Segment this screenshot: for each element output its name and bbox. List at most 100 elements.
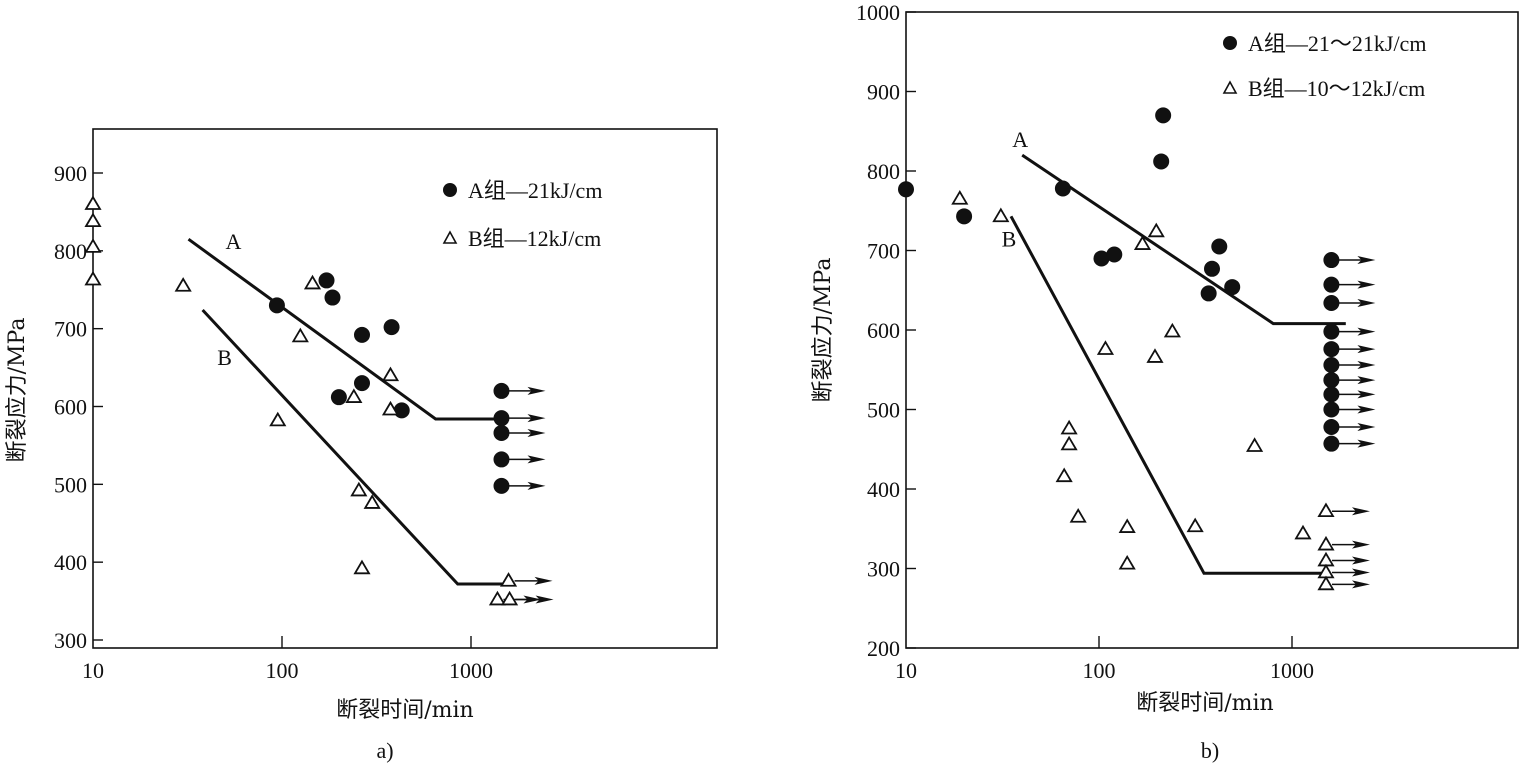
data-point-circle — [493, 410, 510, 427]
y-tick-label: 800 — [867, 159, 900, 184]
data-point-circle — [956, 208, 973, 225]
arrow-head-icon — [1351, 540, 1370, 549]
data-point-triangle — [1118, 554, 1136, 570]
arrow-head-icon — [1351, 507, 1370, 516]
x-tick-label: 1000 — [449, 658, 493, 683]
data-point-circle — [353, 375, 370, 392]
data-point-triangle — [951, 190, 969, 205]
arrow-head-icon — [527, 414, 546, 423]
fit-line-B — [1009, 215, 1326, 575]
data-point-circle — [353, 326, 370, 343]
arrow-head-icon — [1351, 556, 1370, 565]
y-axis-title-a: 断裂应力/MPa — [5, 318, 30, 463]
arrow-head-icon — [1357, 298, 1376, 307]
data-point-triangle — [499, 572, 518, 587]
fit-line-B — [201, 308, 505, 586]
x-tick-label: 10 — [895, 658, 917, 683]
legend-item: A组—21kJ/cm — [443, 178, 602, 203]
arrow-head-icon — [1357, 360, 1376, 369]
legend-triangle-icon — [1222, 80, 1238, 94]
data-point-triangle — [1317, 535, 1335, 551]
x-tick-label: 1000 — [1270, 658, 1314, 683]
arrow-head-icon — [1357, 376, 1376, 385]
y-tick-label: 400 — [867, 477, 900, 502]
arrow-head-icon — [1351, 580, 1370, 589]
data-point-triangle — [1294, 524, 1312, 540]
data-point-circle — [1323, 323, 1340, 340]
legend-label: A组—21kJ/cm — [468, 178, 602, 203]
data-point-circle — [493, 451, 510, 468]
data-point-circle — [1323, 252, 1340, 269]
y-tick-label: 500 — [867, 398, 900, 423]
panel-label-a: a) — [376, 738, 393, 763]
fit-line-label: B — [217, 345, 232, 370]
data-point-triangle — [1147, 222, 1165, 238]
x-ticks-a: 10 100 1000 — [82, 636, 493, 683]
data-point-triangle — [992, 207, 1010, 223]
x-ticks-b: 10 100 1000 — [895, 636, 1314, 683]
y-tick-label: 600 — [867, 318, 900, 343]
data-point-triangle — [488, 590, 507, 606]
data-point-circle — [268, 297, 285, 314]
x-tick-label: 100 — [1083, 658, 1116, 683]
data-point-triangle — [269, 411, 287, 427]
data-point-circle — [1323, 386, 1340, 403]
data-point-triangle — [84, 195, 102, 210]
legend-circle-icon — [443, 183, 457, 197]
data-point-triangle — [1317, 563, 1335, 579]
data-points-a — [84, 195, 554, 606]
legend-b: A组—21～21kJ/cm B组—10～12kJ/cm — [1222, 31, 1426, 101]
data-point-circle — [318, 272, 335, 289]
y-tick-label: 200 — [867, 636, 900, 661]
data-point-circle — [1093, 250, 1110, 267]
data-point-circle — [1153, 153, 1170, 170]
data-point-circle — [493, 382, 510, 399]
data-point-triangle — [1060, 435, 1078, 451]
y-tick-label: 900 — [54, 161, 87, 186]
data-point-triangle — [381, 366, 400, 382]
data-point-triangle — [363, 494, 381, 509]
fit-lines-b: AB — [1002, 127, 1346, 575]
y-tick-label: 600 — [54, 395, 87, 420]
arrow-head-icon — [1357, 280, 1376, 289]
data-point-circle — [1224, 279, 1241, 296]
arrow-head-icon — [1357, 390, 1376, 399]
arrow-head-icon — [1357, 422, 1376, 431]
data-point-circle — [1155, 107, 1172, 124]
data-point-triangle — [1096, 340, 1115, 355]
y-tick-label: 700 — [54, 317, 87, 342]
arrow-head-icon — [527, 481, 546, 490]
legend-item: B组—10～12kJ/cm — [1222, 76, 1425, 101]
y-tick-label: 900 — [867, 80, 900, 105]
y-tick-label: 1000 — [856, 0, 900, 25]
data-point-circle — [1323, 294, 1340, 311]
y-tick-label: 400 — [54, 550, 87, 575]
data-point-triangle — [345, 388, 363, 403]
arrow-head-icon — [527, 386, 546, 395]
data-point-circle — [493, 424, 510, 441]
fit-line-label: A — [226, 229, 242, 254]
legend-item: A组—21～21kJ/cm — [1223, 31, 1426, 56]
fit-lines-a: AB — [187, 229, 505, 586]
x-axis-title-b: 断裂时间/min — [1136, 691, 1273, 716]
y-tick-label: 800 — [54, 239, 87, 264]
data-point-triangle — [1060, 419, 1078, 435]
fit-line-label: A — [1012, 127, 1028, 152]
data-point-triangle — [353, 559, 371, 575]
legend-triangle-icon — [442, 230, 458, 244]
data-point-circle — [1323, 341, 1340, 358]
legend-label: A组—21～21kJ/cm — [1248, 31, 1426, 56]
legend-a: A组—21kJ/cm B组—12kJ/cm — [442, 178, 602, 251]
data-point-triangle — [1246, 437, 1264, 452]
data-point-triangle — [1055, 467, 1073, 483]
y-tick-label: 500 — [54, 472, 87, 497]
data-point-triangle — [84, 212, 102, 228]
data-point-triangle — [291, 327, 309, 343]
data-point-triangle — [501, 590, 519, 606]
fit-line-A — [1021, 153, 1346, 326]
data-point-triangle — [84, 270, 102, 286]
y-tick-label: 300 — [54, 628, 87, 653]
data-point-circle — [1054, 180, 1071, 197]
data-point-triangle — [1133, 235, 1152, 250]
